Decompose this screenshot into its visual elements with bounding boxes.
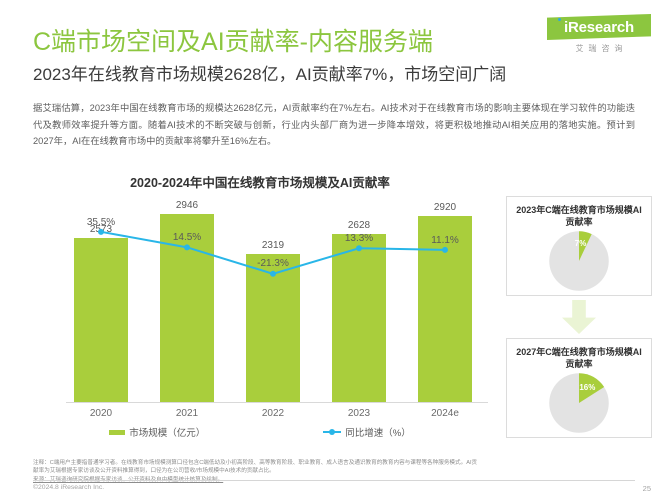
panel-2027-percent: 16% xyxy=(579,382,596,392)
line-point-2022 xyxy=(270,270,276,277)
legend-item-line: 同比增速（%） xyxy=(323,425,411,439)
footnote-line-1: 注释：C端用户主要指普通学习者。在线教育市场规模测算口径包含C端低幼及小初高阶段… xyxy=(33,460,478,466)
page-number: 25 xyxy=(642,484,651,493)
bar-slot: 2628 xyxy=(316,205,402,403)
line-point-2021 xyxy=(184,244,190,251)
logo-wordmark: iResearch xyxy=(564,19,634,36)
legend-line-swatch-icon xyxy=(323,429,342,435)
footnote-source: 来源：艾瑞咨询研究院根据专家访谈、公开资料及自由模型统计核算及绘制。 xyxy=(33,476,633,484)
line-value-label: -21.3% xyxy=(257,257,289,269)
bar-value-label: 2319 xyxy=(261,239,285,251)
x-label-2023: 2023 xyxy=(347,408,371,419)
logo-badge: iResearch xyxy=(547,14,651,40)
bar-2023 xyxy=(332,234,386,402)
iresearch-logo: iResearch 艾瑞咨询 xyxy=(547,14,651,54)
down-arrow-icon xyxy=(562,300,596,334)
x-label-2022: 2022 xyxy=(261,408,285,419)
logo-name: Research xyxy=(568,18,634,36)
bar-value-label: 2920 xyxy=(433,201,457,213)
line-value-label: 35.5% xyxy=(86,216,116,228)
line-point-2023 xyxy=(356,245,362,252)
bar-slot: 2573 xyxy=(58,205,144,403)
line-point-2024e xyxy=(442,246,448,253)
arrow-container xyxy=(506,296,652,338)
x-label-2021: 2021 xyxy=(175,408,199,419)
chart-card: 2020-2024年中国在线教育市场规模及AI贡献率 2573294623192… xyxy=(24,163,496,448)
x-label-2024e: 2024e xyxy=(431,408,459,419)
panel-2023-percent: 7% xyxy=(574,239,587,249)
panel-2023-pie: 7% xyxy=(548,230,610,292)
legend-item-bar: 市场规模（亿元） xyxy=(109,425,205,439)
logo-dot-icon xyxy=(558,18,561,21)
pie-chart-icon xyxy=(549,373,609,433)
pie-slice xyxy=(579,231,592,261)
bar-value-label: 2628 xyxy=(347,220,371,232)
logo-chinese-name: 艾瑞咨询 xyxy=(575,44,628,53)
bar-value-label: 2946 xyxy=(175,199,199,211)
line-point-2020 xyxy=(98,228,104,235)
panel-2023-title: 2023年C端在线教育市场规模AI贡献率 xyxy=(516,205,642,227)
chart-legend: 市场规模（亿元） 同比增速（%） xyxy=(24,425,496,439)
body-paragraph: 据艾瑞估算，2023年中国在线教育市场的规模达2628亿元，AI贡献率约在7%左… xyxy=(33,103,635,146)
line-value-label: 11.1% xyxy=(431,234,459,246)
bar-slot: 2920 xyxy=(402,201,488,403)
panel-2027-title: 2027年C端在线教育市场规模AI贡献率 xyxy=(516,347,642,369)
chart-title: 2020-2024年中国在线教育市场规模及AI贡献率 xyxy=(130,176,390,190)
x-axis-labels: 2020 2021 2022 2023 2024e xyxy=(58,408,488,419)
bar-2024e xyxy=(418,215,472,402)
pie-slice xyxy=(579,373,605,403)
logo-prefix: i xyxy=(564,18,568,36)
slide-header: C端市场空间及AI贡献率-内容服务端 2023年在线教育市场规模2628亿，AI… xyxy=(0,0,667,92)
bar-2022 xyxy=(246,253,300,402)
side-panels: 2023年C端在线教育市场规模AI贡献率 7% 2027年C端在线教育市场规模A… xyxy=(506,196,652,438)
pie-chart-icon xyxy=(549,231,609,291)
copyright-text: ©2024.8 iResearch Inc. xyxy=(33,484,105,491)
line-value-label: 13.3% xyxy=(344,233,374,245)
line-series: 35.5% 14.5% -21.3% 13.3% 11.1% xyxy=(58,205,488,403)
x-axis-line xyxy=(66,401,488,403)
legend-bar-swatch-icon xyxy=(109,429,126,435)
bar-series: 2573 2946 2319 2628 2920 xyxy=(58,200,488,403)
bar-2020 xyxy=(74,237,128,402)
panel-2027: 2027年C端在线教育市场规模AI贡献率 16% xyxy=(506,338,652,438)
line-value-label: 14.5% xyxy=(172,232,202,244)
footer-divider xyxy=(33,480,635,481)
panel-2027-pie: 16% xyxy=(548,372,610,434)
page-subtitle: 2023年在线教育市场规模2628亿，AI贡献率7%，市场空间广阔 xyxy=(33,65,507,84)
footnotes: 注释：C端用户主要指普通学习者。在线教育市场规模测算口径包含C端低幼及小初高阶段… xyxy=(33,459,633,484)
chart-plot-area: 2573 2946 2319 2628 2920 xyxy=(58,200,488,403)
page-title: C端市场空间及AI贡献率-内容服务端 xyxy=(33,28,434,56)
line-chart-svg xyxy=(98,228,448,277)
bar-slot: 2319 xyxy=(230,205,316,403)
legend-bar-label: 市场规模（亿元） xyxy=(129,428,206,439)
footnote-line-2: 献率为艾瑞根据专家访谈及公开资料推算得到，口径为在公司营收/市场规模中AI技术的… xyxy=(33,468,275,475)
x-label-2020: 2020 xyxy=(89,408,113,419)
legend-line-label: 同比增速（%） xyxy=(345,428,411,439)
panel-2023: 2023年C端在线教育市场规模AI贡献率 7% xyxy=(506,196,652,296)
